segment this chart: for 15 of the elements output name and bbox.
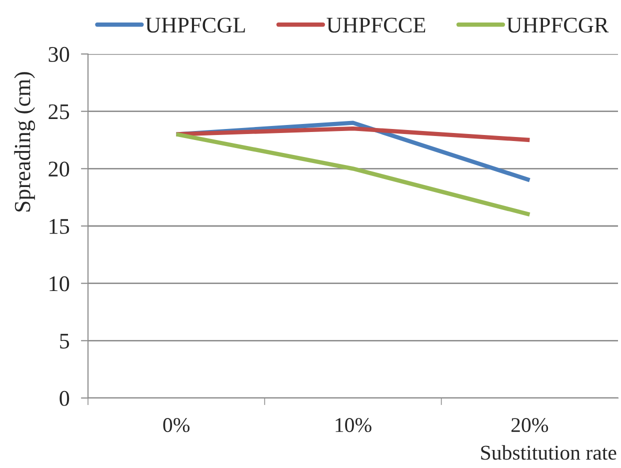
y-tick-label: 20 bbox=[48, 162, 70, 177]
y-tick-label: 0 bbox=[60, 390, 70, 406]
y-tick-label: 10 bbox=[50, 276, 70, 292]
y-axis-title: Spreading (cm) bbox=[14, 72, 35, 212]
legend-label: UHPFCGL bbox=[145, 18, 245, 33]
y-tick-label: 5 bbox=[60, 334, 70, 349]
x-tick-label: 10% bbox=[336, 418, 372, 432]
y-tick-label: 30 bbox=[48, 46, 70, 62]
legend-label: UHPFCGR bbox=[506, 18, 609, 33]
x-tick-label: 20% bbox=[511, 418, 548, 432]
x-axis-title: Substitution rate bbox=[481, 445, 616, 460]
y-tick-label: 25 bbox=[48, 104, 70, 120]
y-tick-label: 15 bbox=[50, 219, 70, 234]
x-tick-label: 0% bbox=[163, 418, 190, 432]
legend-label: UHPFCCE bbox=[326, 18, 426, 33]
